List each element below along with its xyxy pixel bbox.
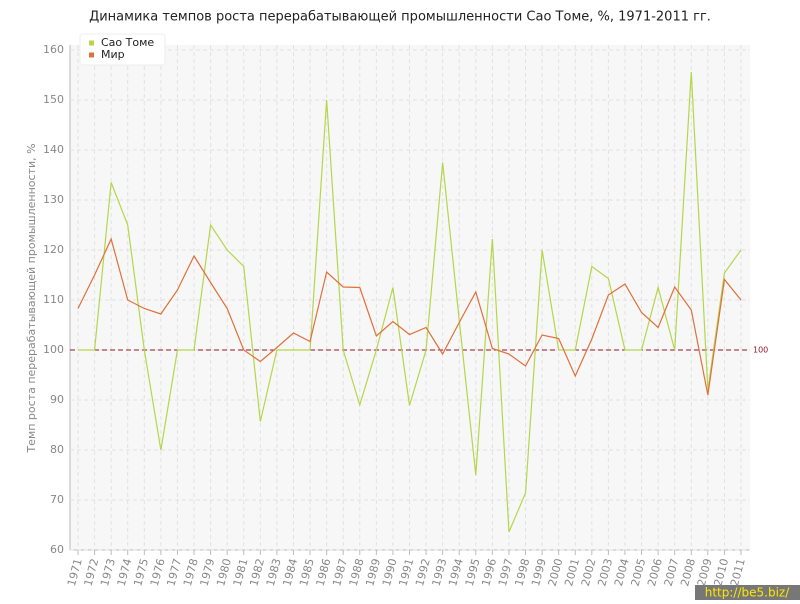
y-tick-label: 80 <box>50 443 64 456</box>
y-tick-label: 130 <box>43 193 64 206</box>
y-tick-label: 90 <box>50 393 64 406</box>
y-tick-label: 120 <box>43 243 64 256</box>
legend-box <box>79 33 166 66</box>
y-tick-label: 160 <box>43 43 64 56</box>
watermark: http://be5.biz/ <box>705 586 790 600</box>
series-line <box>78 71 742 533</box>
legend-label: Сао Томе <box>101 36 154 49</box>
y-tick-label: 100 <box>43 343 64 356</box>
y-tick-label: 60 <box>50 543 64 556</box>
y-axis-label: Темп роста перерабатывающей промышленнос… <box>25 143 38 453</box>
y-tick-label: 140 <box>43 143 64 156</box>
legend-label: Мир <box>101 48 125 61</box>
legend-swatch <box>89 40 94 46</box>
series-line <box>77 237 742 396</box>
y-tick-label: 110 <box>43 293 64 306</box>
x-tick-label: 2011 <box>728 557 748 587</box>
reference-label: 100 <box>753 346 768 355</box>
watermark-bg <box>695 585 800 600</box>
y-tick-label: 70 <box>50 493 64 506</box>
chart-title: Динамика темпов роста перерабатывающей п… <box>89 10 711 25</box>
y-tick-label: 150 <box>43 93 64 106</box>
legend-swatch <box>89 52 94 58</box>
